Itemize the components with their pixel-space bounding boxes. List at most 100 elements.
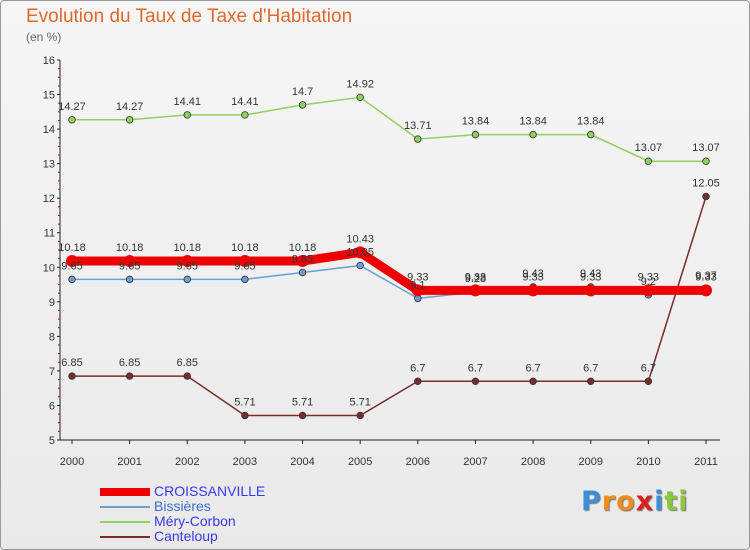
y-tick-label: 12 [43,193,55,205]
y-tick-label: 5 [49,435,55,447]
data-point [529,130,537,139]
data-label: 9.85 [292,253,313,265]
logo-letter: o [616,486,636,517]
legend-label: Bissières [154,498,211,514]
data-point [587,130,595,139]
legend-label: Canteloup [154,528,218,544]
data-label: 6.7 [468,362,483,374]
data-label: 6.7 [583,362,598,374]
data-point [414,377,422,385]
y-tick-label: 15 [43,90,55,102]
legend-item: Méry-Corbon [100,514,265,529]
data-label: 9.33 [465,271,486,283]
data-label: 10.43 [346,233,374,245]
data-label: 10.18 [289,242,317,254]
data-label: 9.65 [234,260,255,272]
series-line [67,247,711,295]
data-point [238,255,251,268]
data-label: 9.33 [695,271,716,283]
logo-letter: i [678,486,689,517]
data-label: 9.33 [580,271,601,283]
chart-axes: 5 6 7 8 9 10 11 12 13 14 15 16 2000 2001 2002 2003 2004 2… [43,55,720,468]
data-label: 9.37 [695,270,716,282]
y-tick-label: 8 [49,331,55,343]
data-point [123,255,136,268]
proxiti-logo: Proxiti [581,486,689,517]
data-label: 9.1 [410,279,425,291]
data-label: 9.65 [177,260,198,272]
data-label: 13.84 [577,116,605,128]
data-label: 9.43 [522,268,543,280]
data-label: 14.92 [346,78,374,90]
data-point [125,275,134,284]
x-tick-label: 2004 [290,456,314,468]
data-label: 14.27 [58,101,86,113]
y-tick-label: 13 [43,159,55,171]
logo-letter: t [664,486,679,517]
data-label: 10.18 [116,242,144,254]
data-point [644,157,653,165]
data-label: 13.84 [462,116,490,128]
logo-letter: x [635,486,655,517]
legend-swatch [100,487,150,496]
y-tick-label: 6 [49,400,55,412]
x-tick-label: 2008 [521,456,545,468]
data-label: 9.33 [638,271,659,283]
x-tick-label: 2009 [578,456,602,468]
y-tick-label: 11 [44,228,55,240]
data-label: 6.85 [61,357,82,369]
data-point [644,377,653,385]
logo-letter: r [601,486,617,517]
data-point [700,284,712,297]
data-label: 6.85 [177,357,198,369]
series-layer [66,93,712,420]
legend-item: Bissières [100,499,265,514]
y-tick-label: 7 [49,366,55,378]
data-point [298,268,307,277]
data-point [527,284,540,297]
data-label: 9.2 [641,276,656,288]
data-point [125,116,134,124]
chart-title: Evolution du Taux de Taxe d'Habitation [26,6,353,27]
data-point [298,101,307,109]
data-label: 10.18 [58,242,86,254]
data-point [642,284,655,297]
chart-subtitle: (en %) [26,30,62,44]
data-label: 9.65 [61,260,82,272]
data-point [181,255,194,268]
legend-label: Méry-Corbon [154,513,236,529]
data-label: 13.71 [404,120,432,132]
data-label: 10.18 [231,242,259,254]
x-tick-label: 2007 [463,456,487,468]
data-label: 12.05 [692,177,720,189]
x-tick-label: 2000 [60,456,84,468]
data-point [354,246,367,259]
legend-swatch [100,520,150,523]
data-point [183,275,191,284]
data-label: 14.27 [116,101,144,113]
data-point [241,111,249,119]
data-label: 14.41 [231,96,259,108]
data-point [241,411,249,420]
data-label: 6.7 [525,362,540,374]
line-chart: 5 6 7 8 9 10 11 12 13 14 15 16 2000 2001 2002 2003 2004 2… [43,55,720,468]
chart-legend: CROISSANVILLE Bissières Méry-Corbon Cantelo… [100,484,265,544]
data-point [469,284,482,297]
data-point [241,275,249,284]
data-label: 13.07 [635,142,663,154]
data-label: 14.7 [292,86,313,98]
data-label: 5.71 [292,396,313,408]
x-tick-label: 2003 [233,456,257,468]
data-point [183,372,191,380]
legend-swatch [100,505,150,508]
data-label: 10.18 [174,242,202,254]
data-label: 13.07 [692,142,720,154]
data-label: 9.33 [522,271,543,283]
data-point [68,275,76,284]
y-tick-label: 14 [43,124,55,136]
data-point [529,377,537,385]
data-label: 5.71 [349,396,370,408]
y-tick-label: 16 [43,55,55,67]
data-point [183,111,191,119]
